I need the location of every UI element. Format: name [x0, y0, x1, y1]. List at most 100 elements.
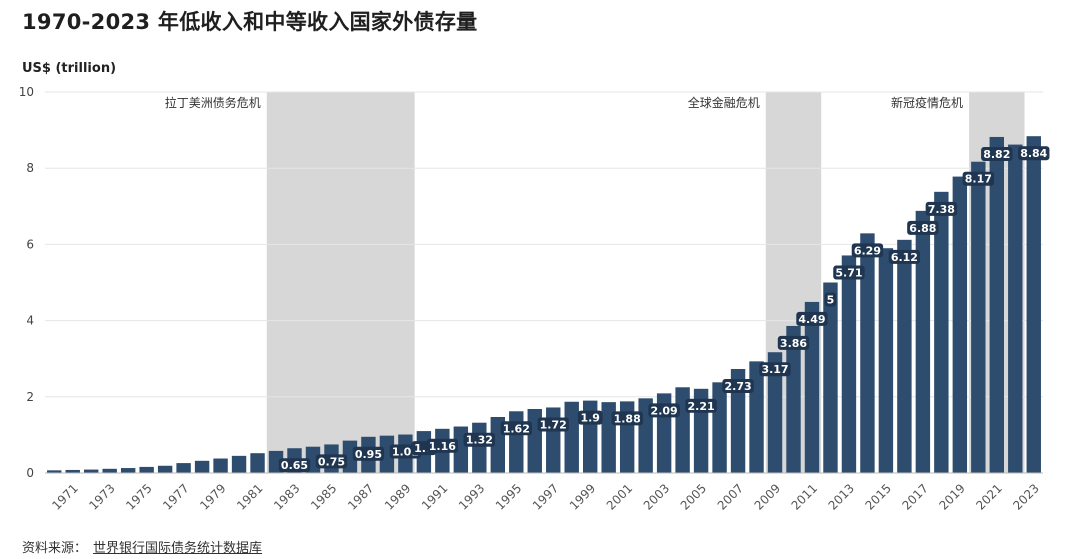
- x-tick-label: 1999: [567, 481, 598, 512]
- data-label-text: 2.21: [688, 400, 715, 413]
- bar: [860, 233, 875, 473]
- bar: [804, 301, 820, 473]
- data-label-bg: [611, 411, 643, 426]
- y-tick-label: 10: [19, 85, 34, 99]
- bar: [194, 460, 210, 473]
- chart-title: 1970-2023 年低收入和中等收入国家外债存量: [22, 10, 478, 34]
- data-label: 6.29: [851, 243, 884, 258]
- data-label-text: 7.38: [928, 203, 955, 216]
- data-label-bg: [962, 171, 995, 186]
- data-label: 6.88: [907, 220, 939, 235]
- bar: [934, 191, 949, 473]
- x-tick-label: 1995: [493, 481, 524, 512]
- x-tick-label: 1987: [345, 481, 376, 512]
- bar: [823, 282, 838, 473]
- crisis-annotations: 拉丁美洲债务危机 全球金融危机 新冠疫情危机: [165, 95, 963, 110]
- bar: [231, 455, 247, 473]
- data-label-bg: [833, 265, 865, 280]
- data-label-text: 0.95: [355, 448, 382, 461]
- data-label-bg: [577, 410, 603, 425]
- x-tick-label: 1975: [123, 481, 154, 512]
- x-tick-label: 1989: [382, 481, 413, 512]
- bar: [952, 176, 968, 473]
- bar: [157, 465, 173, 473]
- data-label-text: 6.12: [891, 251, 918, 264]
- data-label: 1.32: [463, 432, 496, 447]
- bar: [65, 469, 80, 473]
- data-label-text: 3.86: [780, 337, 807, 350]
- data-label: 0.65: [278, 458, 311, 473]
- data-label: 1.72: [537, 417, 569, 432]
- bars: [47, 136, 1041, 474]
- bar: [139, 466, 154, 473]
- data-label-text: 8.82: [983, 148, 1010, 161]
- data-label-text: 1.62: [503, 422, 530, 435]
- data-label-bg: [352, 446, 385, 461]
- crisis-band: [266, 92, 415, 473]
- bar: [730, 368, 746, 473]
- data-label: 8.17: [962, 171, 995, 186]
- x-tick-label: 2015: [863, 481, 894, 512]
- source-link[interactable]: 世界银行国际债务统计数据库: [93, 541, 263, 556]
- x-tick-label: 1979: [197, 481, 228, 512]
- x-tick-label: 1985: [308, 481, 339, 512]
- x-tick-label: 2007: [715, 481, 746, 512]
- data-label-text: 8.17: [965, 173, 992, 186]
- crisis-annotation-label: 全球金融危机: [688, 95, 760, 110]
- data-label-bg: [278, 458, 311, 473]
- bar: [47, 470, 62, 473]
- data-label-text: 1.72: [540, 418, 567, 431]
- x-tick-label: 1983: [271, 481, 302, 512]
- bar: [379, 435, 395, 473]
- bar: [915, 210, 931, 473]
- y-tick-label: 8: [26, 161, 34, 175]
- data-label-bg: [981, 146, 1013, 161]
- bar: [971, 161, 986, 473]
- bar: [472, 422, 487, 473]
- bar: [564, 401, 579, 473]
- x-tick-label: 2003: [641, 481, 672, 512]
- x-tick-label: 2011: [789, 481, 820, 512]
- data-label: 2.21: [685, 398, 717, 413]
- data-label-bg: [777, 335, 810, 350]
- gridlines: [45, 91, 1043, 474]
- x-tick-label: 1991: [419, 481, 450, 512]
- data-label: 8.84: [1018, 146, 1050, 161]
- data-label: 5.71: [833, 265, 865, 280]
- data-label-text: 0.65: [281, 459, 308, 472]
- bar: [989, 136, 1005, 473]
- data-label: 0.95: [352, 446, 385, 461]
- bar: [712, 382, 727, 473]
- bar: [878, 248, 894, 473]
- x-tick-label: 2017: [899, 481, 930, 512]
- data-label-text: 1.16: [429, 440, 456, 453]
- data-label-bg: [722, 378, 754, 393]
- data-label: 7.38: [925, 201, 958, 216]
- x-tick-label: 1973: [86, 481, 117, 512]
- crisis-annotation-label: 拉丁美洲债务危机: [165, 95, 261, 110]
- data-label-text: 6.29: [854, 244, 881, 257]
- x-tick-label: 2009: [752, 481, 783, 512]
- x-tick-label: 1981: [234, 481, 265, 512]
- data-label: 8.82: [981, 146, 1013, 161]
- bar: [749, 361, 764, 473]
- data-label-bg: [426, 438, 459, 453]
- bar: [897, 239, 912, 473]
- data-label: 3.17: [759, 362, 791, 377]
- data-label-bg: [824, 292, 837, 307]
- data-label: 1.88: [611, 411, 643, 426]
- x-tick-label: 1997: [530, 481, 561, 512]
- data-label: 1.62: [500, 421, 532, 436]
- crisis-annotation-label: 新冠疫情危机: [891, 95, 963, 110]
- bar: [841, 255, 857, 473]
- data-label: 3.86: [777, 335, 810, 350]
- data-label-bg: [463, 432, 496, 447]
- x-tick-label: 2019: [936, 481, 967, 512]
- x-tick-label: 1971: [49, 481, 80, 512]
- data-label: 2.09: [648, 403, 680, 418]
- y-tick-label: 2: [26, 390, 34, 404]
- data-label: 0.75: [315, 454, 348, 469]
- data-label-text: 2.73: [724, 380, 751, 393]
- y-tick-label: 0: [26, 466, 34, 480]
